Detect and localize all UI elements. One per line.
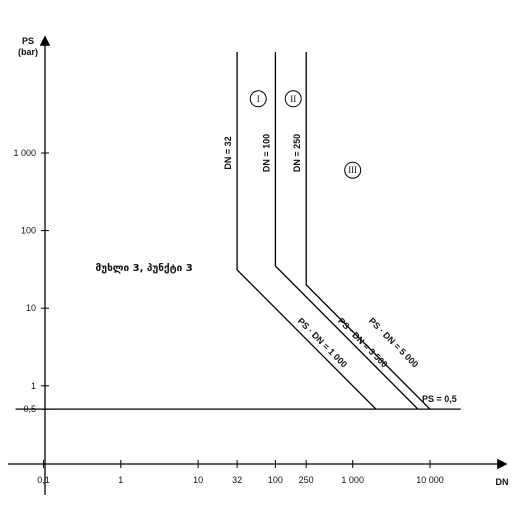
x-tick-label: 10: [193, 475, 203, 485]
y-tick-label: 100: [21, 226, 36, 236]
y-tick-label: 1: [31, 381, 36, 391]
x-tick-label: 1 000: [341, 475, 364, 485]
y-axis-title: PS: [22, 36, 34, 46]
region-numeral-III: III: [348, 165, 357, 175]
x-tick-label: 1: [118, 475, 123, 485]
ps-min-label: PS = 0,5: [422, 394, 457, 404]
x-tick-label: 0,1: [37, 475, 50, 485]
x-tick-label: 10 000: [416, 475, 444, 485]
y-tick-label: 10: [26, 303, 36, 313]
x-tick-label: 32: [232, 475, 242, 485]
y-tick-label: 1 000: [13, 148, 36, 158]
boundary-line-2: [274, 52, 419, 410]
x-axis-title: DN: [496, 477, 509, 487]
region-circle-I: [249, 90, 267, 108]
x-tick-label: 100: [268, 475, 283, 485]
region-circle-II: [284, 90, 302, 108]
y-axis-unit: (bar): [18, 47, 38, 57]
line-label-3: DN = 250: [292, 134, 302, 172]
boundary-line-1: [236, 52, 377, 410]
ps-min-line: PS = 0,5: [15, 394, 461, 410]
line-label-2: DN = 100: [261, 134, 271, 172]
x-ticks: 0,1 1 10 32 100 250 1 000 10 000: [37, 460, 444, 485]
region-text: მუხლი 3, პუნქტი 3: [95, 262, 192, 274]
line-label-1: DN = 32: [223, 136, 233, 169]
x-tick-label: 250: [299, 475, 314, 485]
region-numeral-I: I: [257, 94, 260, 104]
series-lines: [236, 52, 431, 410]
region-numeral-II: II: [290, 94, 296, 104]
boundary-line-3: [305, 52, 431, 410]
region-circle-III: [344, 161, 362, 179]
